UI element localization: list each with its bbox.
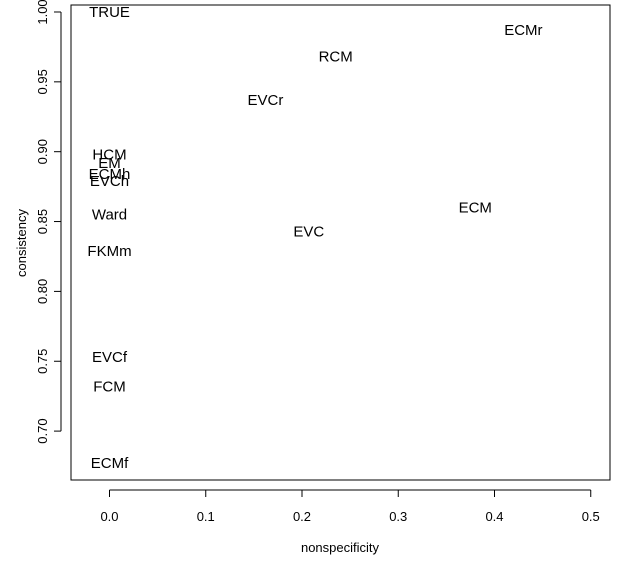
point-label: EVCh (90, 173, 129, 190)
x-axis-label: nonspecificity (301, 540, 380, 555)
point-label: EVCf (92, 349, 128, 366)
x-tick-label: 0.0 (100, 509, 118, 524)
point-label: RCM (319, 49, 353, 66)
point-label: ECM (459, 200, 492, 217)
point-label: ECMh (89, 166, 131, 183)
plot-frame (70, 4, 611, 481)
point-label: Ward (92, 207, 127, 224)
y-tick-label: 0.85 (35, 209, 50, 234)
point-label: TRUE (89, 4, 130, 21)
y-tick-label: 0.80 (35, 279, 50, 304)
y-tick-label: 0.90 (35, 139, 50, 164)
point-label: EVCr (248, 92, 284, 109)
x-tick-label: 0.4 (485, 509, 503, 524)
y-axis: 0.70 0.75 0.80 0.85 0.90 0.95 1.00 (35, 0, 62, 444)
point-label: FKMm (87, 243, 131, 260)
point-label: EM (98, 155, 121, 172)
x-tick-label: 0.5 (582, 509, 600, 524)
y-tick-label: 0.95 (35, 69, 50, 94)
x-tick-label: 0.3 (389, 509, 407, 524)
x-axis: 0.0 0.1 0.2 0.3 0.4 0.5 (100, 489, 600, 524)
y-axis-label: consistency (14, 209, 29, 277)
point-label: HCM (92, 146, 126, 163)
x-tick-label: 0.1 (197, 509, 215, 524)
y-tick-label: 0.75 (35, 349, 50, 374)
point-label: EVC (293, 223, 324, 240)
point-label: FCM (93, 378, 126, 395)
x-tick-label: 0.2 (293, 509, 311, 524)
point-label: ECMf (91, 455, 129, 472)
point-label: ECMr (504, 22, 542, 39)
y-tick-label: 1.00 (35, 0, 50, 25)
y-tick-label: 0.70 (35, 418, 50, 443)
